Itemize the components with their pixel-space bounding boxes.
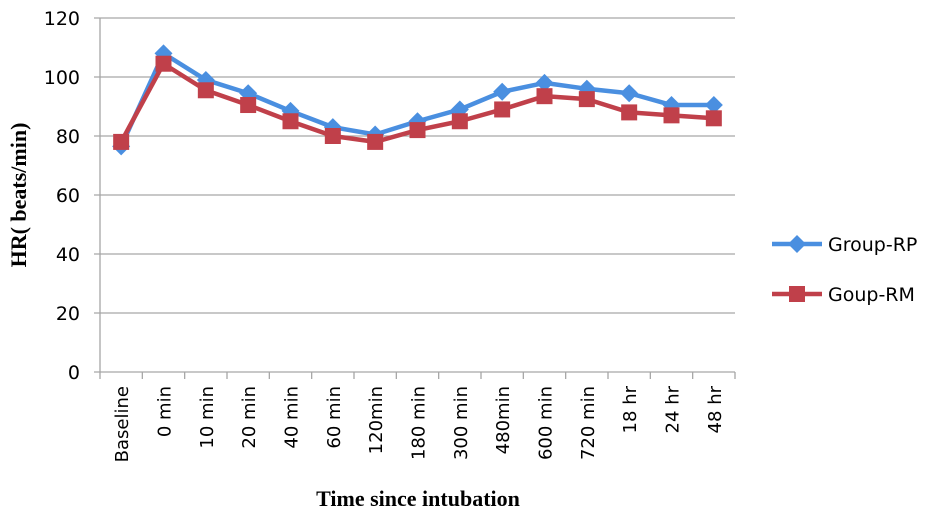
data-point <box>367 133 384 150</box>
data-point <box>536 88 553 105</box>
data-point <box>663 107 680 124</box>
y-axis-title: HR( beats/min) <box>6 123 31 268</box>
data-point <box>240 97 257 114</box>
y-tick-label: 60 <box>56 185 80 207</box>
x-tick-label: 10 min <box>197 386 218 449</box>
x-tick-label: 300 min <box>451 386 472 460</box>
legend-marker <box>789 286 805 302</box>
y-tick-label: 40 <box>56 244 80 266</box>
legend-marker <box>788 235 806 253</box>
data-point <box>282 113 299 130</box>
x-tick-label: 0 min <box>155 386 176 437</box>
legend-label: Goup-RM <box>828 284 915 306</box>
x-tick-label: 40 min <box>282 386 303 449</box>
data-point <box>494 101 511 118</box>
x-tick-label: 20 min <box>239 386 260 449</box>
x-tick-label: 120min <box>366 386 387 454</box>
data-point <box>197 82 214 99</box>
data-point <box>705 110 722 127</box>
y-tick-label: 80 <box>56 126 80 148</box>
data-point <box>155 55 172 72</box>
x-tick-label: 600 min <box>536 386 557 460</box>
x-tick-label: 48 hr <box>705 385 726 433</box>
data-point <box>324 128 341 144</box>
x-tick-label: Baseline <box>112 386 133 462</box>
y-tick-label: 120 <box>44 8 80 30</box>
data-point <box>704 96 723 115</box>
data-point <box>620 84 639 103</box>
x-axis-title: Time since intubation <box>316 486 520 511</box>
x-tick-label: 18 hr <box>620 385 641 433</box>
data-point <box>578 91 595 108</box>
data-point <box>409 122 426 139</box>
data-point <box>113 133 130 150</box>
data-point <box>451 113 468 130</box>
x-tick-label: 720 min <box>578 386 599 460</box>
x-tick-label: 60 min <box>324 386 345 449</box>
data-point <box>535 73 554 92</box>
legend-label: Group-RP <box>828 234 917 256</box>
x-tick-label: 24 hr <box>663 385 684 433</box>
data-point <box>493 82 512 101</box>
x-tick-label: 180 min <box>409 386 430 460</box>
y-tick-label: 0 <box>68 362 80 384</box>
y-tick-label: 100 <box>44 67 80 89</box>
x-tick-label: 480min <box>493 386 514 454</box>
data-point <box>621 104 638 121</box>
y-tick-label: 20 <box>56 303 80 325</box>
